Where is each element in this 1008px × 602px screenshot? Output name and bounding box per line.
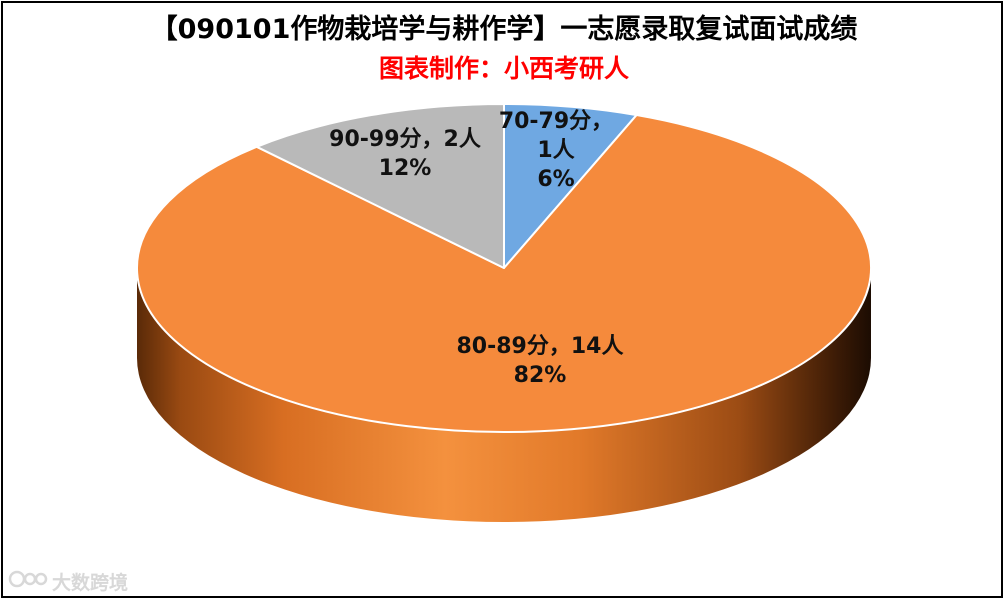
chart-title: 【090101作物栽培学与耕作学】一志愿录取复试面试成绩 [150, 14, 858, 45]
watermark: 大数跨境 [8, 568, 128, 595]
watermark-text: 大数跨境 [52, 572, 129, 594]
chart-subtitle: 图表制作：小西考研人 [378, 54, 629, 83]
slice-label-1: 80-89分，14人 82% [457, 334, 624, 388]
pie-side-1 [137, 268, 871, 522]
watermark-logo-icon [8, 568, 48, 595]
pie-slice-1 [136, 114, 872, 433]
pie-slice-0 [503, 103, 638, 269]
slice-label-2: 90-99分，2人 12% [329, 127, 481, 181]
pie-slice-2 [255, 103, 505, 269]
slice-label-0: 70-79分， 1人 6% [499, 109, 613, 192]
